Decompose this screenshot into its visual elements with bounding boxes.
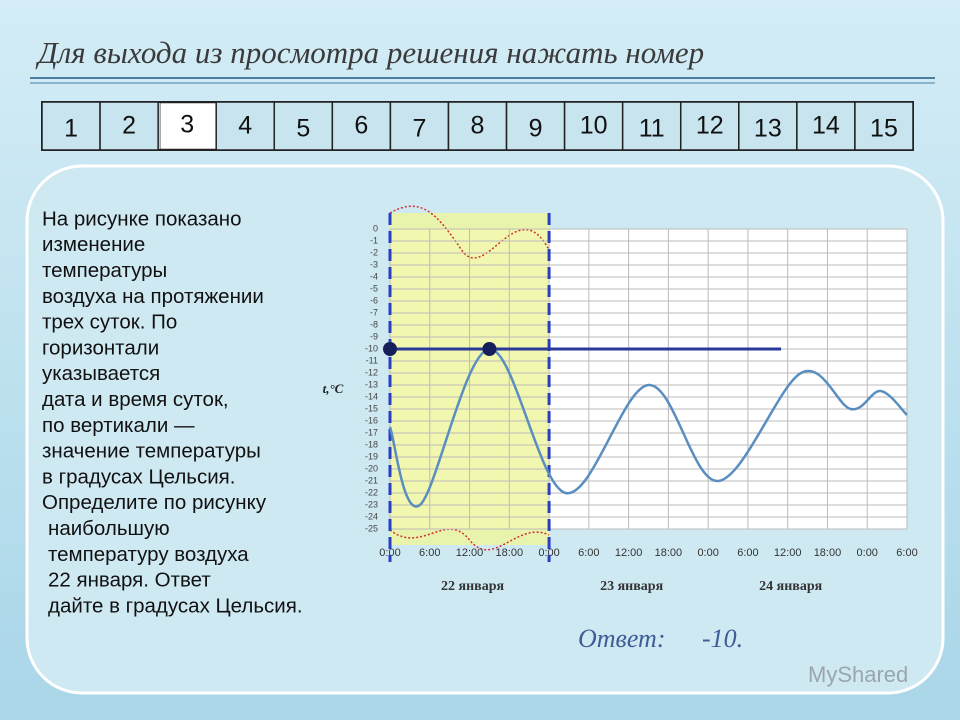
y-tick-label: -11 (366, 355, 378, 365)
nav-button[interactable] (99, 101, 159, 151)
y-tick-label: -21 (365, 475, 378, 485)
problem-text: На рисунке показано (42, 207, 242, 230)
answer-label: Ответ: (578, 624, 665, 653)
day-label: 24 января (759, 579, 822, 594)
y-tick-label: -5 (370, 283, 378, 293)
y-tick-label: -23 (365, 499, 378, 509)
y-tick-label: -13 (365, 379, 378, 389)
x-tick-label: 18:00 (814, 547, 842, 559)
nav-label[interactable]: 13 (754, 115, 782, 143)
y-tick-label: -15 (365, 403, 378, 413)
y-tick-label: -25 (365, 523, 378, 533)
problem-text: Определите по рисунку (42, 491, 267, 514)
y-tick-label: -17 (365, 427, 378, 437)
nav-label[interactable]: 15 (870, 115, 898, 143)
problem-text: наибольшую (48, 517, 170, 540)
x-tick-label: 18:00 (496, 547, 524, 559)
x-tick-label: 6:00 (896, 547, 917, 559)
nav-label[interactable]: 7 (412, 115, 426, 143)
y-tick-label: -24 (365, 511, 378, 521)
y-tick-label: -3 (370, 259, 378, 269)
problem-text: трех суток. По (42, 311, 177, 334)
x-tick-label: 0:00 (697, 547, 718, 559)
x-tick-label: 0:00 (538, 547, 559, 559)
y-tick-label: -16 (365, 415, 378, 425)
x-tick-label: 6:00 (737, 547, 758, 559)
highlight-edge (389, 205, 550, 259)
temperature-line (388, 347, 908, 508)
x-tick-label: 18:00 (655, 547, 683, 559)
y-tick-label: -20 (365, 463, 378, 473)
problem-text: температуру воздуха (48, 543, 249, 566)
nav-label[interactable]: 9 (529, 115, 543, 143)
y-tick-label: -1 (370, 235, 378, 245)
nav-button[interactable] (331, 101, 392, 151)
x-tick-label: 6:00 (419, 547, 440, 559)
y-tick-label: -2 (370, 247, 378, 257)
nav-label[interactable]: 2 (122, 112, 136, 140)
y-axis-label: t,°C (323, 381, 344, 396)
y-tick-label: -7 (370, 307, 378, 317)
nav-label[interactable]: 8 (471, 112, 485, 140)
nav-label[interactable]: 11 (639, 115, 665, 143)
y-tick-label: -22 (365, 487, 378, 497)
reference-point (482, 342, 497, 356)
nav-button[interactable] (679, 101, 740, 151)
y-tick-label: 0 (373, 223, 378, 233)
slide-title: Для выхода из просмотра решения нажать н… (35, 35, 704, 70)
problem-text: значение температуры (42, 440, 261, 463)
y-tick-label: -12 (365, 367, 378, 377)
nav-button[interactable] (563, 101, 624, 151)
y-tick-label: -10 (365, 343, 378, 353)
problem-text: по вертикали — (42, 414, 195, 437)
y-tick-label: -4 (370, 271, 378, 281)
y-tick-label: -14 (365, 391, 378, 401)
answer-value: -10. (702, 624, 743, 653)
nav-button[interactable] (215, 101, 276, 151)
nav-label[interactable]: 1 (64, 115, 78, 143)
nav-label[interactable]: 6 (354, 112, 368, 140)
nav-label[interactable]: 10 (580, 112, 608, 140)
y-tick-label: -9 (370, 331, 378, 341)
nav-label[interactable]: 14 (812, 112, 840, 140)
highlight-edge (389, 528, 550, 551)
nav-button[interactable] (447, 101, 508, 151)
x-tick-label: 12:00 (615, 547, 643, 559)
day-label: 22 января (441, 579, 504, 594)
nav-button[interactable] (159, 102, 219, 150)
nav-label[interactable]: 5 (296, 115, 310, 143)
problem-text: в градусах Цельсия. (42, 465, 235, 488)
problem-text: указывается (42, 362, 160, 385)
nav-label[interactable]: 12 (696, 112, 724, 140)
problem-text: дайте в градусах Цельсия. (48, 594, 303, 617)
x-tick-label: 0:00 (857, 547, 878, 559)
x-tick-label: 12:00 (456, 547, 484, 559)
y-tick-label: -18 (365, 439, 378, 449)
problem-text: изменение (42, 233, 145, 256)
x-tick-label: 6:00 (578, 547, 599, 559)
nav-button[interactable] (796, 101, 856, 151)
problem-text: температуры (42, 259, 167, 282)
problem-text: дата и время суток, (42, 388, 229, 411)
x-tick-label: 0:00 (379, 547, 400, 559)
y-tick-label: -19 (365, 451, 378, 461)
nav-label[interactable]: 3 (180, 111, 194, 139)
problem-text: 22 января. Ответ (48, 569, 211, 592)
reference-point (383, 342, 397, 356)
day-label: 23 января (600, 579, 663, 594)
watermark: MyShared (808, 662, 908, 687)
problem-text: воздуха на протяжении (42, 285, 264, 308)
x-tick-label: 12:00 (774, 547, 802, 559)
y-tick-label: -8 (370, 319, 378, 329)
problem-text: горизонтали (42, 336, 159, 359)
y-tick-label: -6 (370, 295, 378, 305)
nav-button[interactable] (854, 101, 914, 151)
nav-label[interactable]: 4 (238, 112, 252, 140)
